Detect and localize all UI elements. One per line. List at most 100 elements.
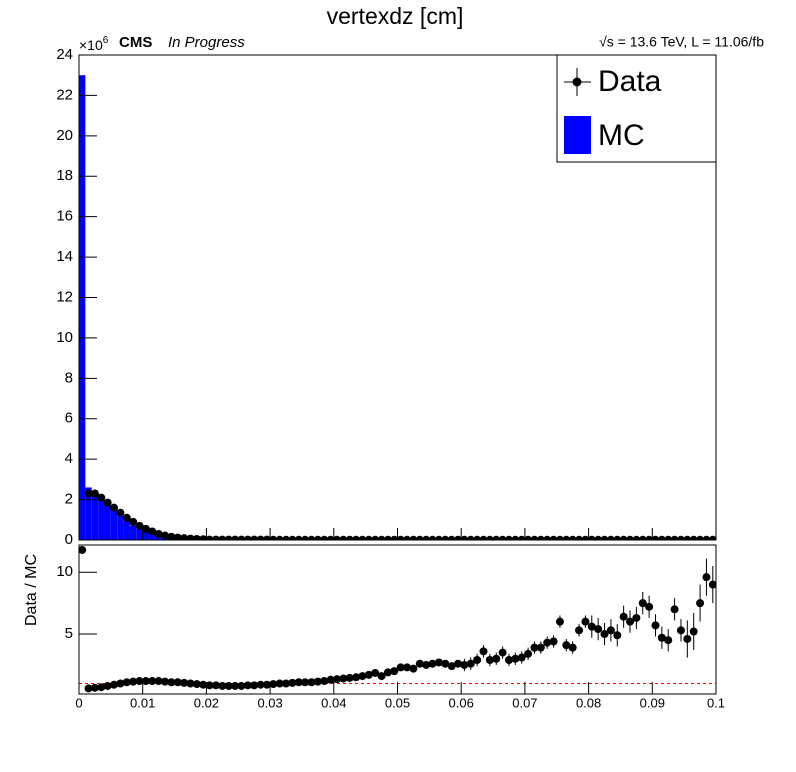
ratio-point [269, 680, 278, 689]
ratio-point [606, 626, 615, 635]
data-point [320, 535, 329, 540]
mc-bar [91, 490, 99, 540]
data-point [600, 535, 609, 540]
x-tick-label: 0.09 [640, 695, 665, 710]
data-point [530, 535, 539, 540]
data-point [536, 535, 545, 540]
ratio-point [632, 613, 641, 622]
ratio-point [243, 681, 252, 690]
ratio-point [332, 675, 341, 684]
ratio-point [575, 626, 584, 635]
energy-lumi: √s = 13.6 TeV, L = 11.06/fb [599, 34, 764, 50]
x-tick-label: 0.07 [512, 695, 537, 710]
data-point [116, 508, 125, 517]
ratio-point [447, 662, 456, 671]
data-point [511, 535, 520, 540]
y-tick-label: 12 [56, 288, 73, 305]
data-point [345, 535, 354, 540]
ratio-point [180, 678, 189, 687]
ratio-point [275, 679, 284, 688]
ratio-point [441, 659, 450, 668]
ratio-point [282, 679, 291, 688]
mc-bar [136, 528, 143, 540]
experiment: CMS [119, 34, 152, 51]
y-tick-label: 14 [56, 248, 73, 265]
data-point [256, 535, 265, 540]
ratio-point [683, 634, 692, 643]
data-point [645, 535, 654, 540]
data-point [186, 534, 195, 540]
ratio-point [517, 653, 526, 662]
data-point [606, 535, 615, 540]
y-tick-label: 8 [65, 369, 73, 386]
ratio-point [345, 673, 354, 682]
data-point [587, 535, 596, 540]
ratio-point [390, 667, 399, 676]
ratio-point [383, 668, 392, 677]
ratio-point [460, 660, 469, 669]
data-point [555, 535, 564, 540]
ratio-point [288, 678, 297, 687]
y-tick-label: 10 [56, 563, 73, 580]
ratio-point [409, 664, 418, 673]
legend-data-marker [572, 77, 582, 87]
data-point [358, 535, 367, 540]
y-tick-label: 22 [56, 86, 73, 103]
data-point [307, 535, 316, 540]
ratio-point [116, 679, 125, 688]
data-point [517, 535, 526, 540]
ratio-point [371, 668, 380, 677]
data-point [651, 535, 660, 540]
data-point [262, 535, 271, 540]
ratio-point [657, 633, 666, 642]
data-point [632, 535, 641, 540]
ratio-point [262, 680, 271, 689]
data-point [211, 535, 220, 540]
ratio-point [555, 617, 564, 626]
ratio-point [511, 654, 520, 663]
ratio-point [600, 630, 609, 639]
ratio-point [485, 655, 494, 664]
data-point [371, 535, 380, 540]
legend-label: MC [598, 119, 645, 152]
data-point [90, 489, 99, 498]
ratio-point [676, 626, 685, 635]
data-point [568, 535, 577, 540]
ratio-point [619, 612, 628, 621]
x-tick-label: 0.03 [257, 695, 282, 710]
y-tick-label: 24 [56, 46, 73, 63]
ratio-point [211, 681, 220, 690]
ratio-point [434, 658, 443, 667]
ratio-point [530, 643, 539, 652]
data-point [364, 535, 373, 540]
ratio-point [237, 681, 246, 690]
data-point [613, 535, 622, 540]
ratio-point [473, 655, 482, 664]
data-point [696, 535, 705, 540]
data-point [562, 535, 571, 540]
data-point [689, 535, 698, 540]
data-point [683, 535, 692, 540]
ratio-point [250, 681, 259, 690]
ratio-point [90, 683, 99, 692]
data-point [231, 535, 240, 540]
data-point [180, 534, 189, 540]
data-point [205, 535, 214, 540]
data-point [269, 535, 278, 540]
data-point [326, 535, 335, 540]
ratio-point [199, 680, 208, 689]
data-point [428, 535, 437, 540]
data-point [664, 535, 673, 540]
ratio-point [422, 660, 431, 669]
ratio-point [581, 617, 590, 626]
ratio-point [696, 599, 705, 608]
data-point [492, 535, 501, 540]
data-point [485, 535, 494, 540]
data-point [250, 535, 259, 540]
ratio-point [205, 681, 214, 690]
y-tick-label: 4 [65, 450, 73, 467]
data-point [466, 535, 475, 540]
ratio-point [307, 678, 316, 687]
ratio-point [454, 659, 463, 668]
